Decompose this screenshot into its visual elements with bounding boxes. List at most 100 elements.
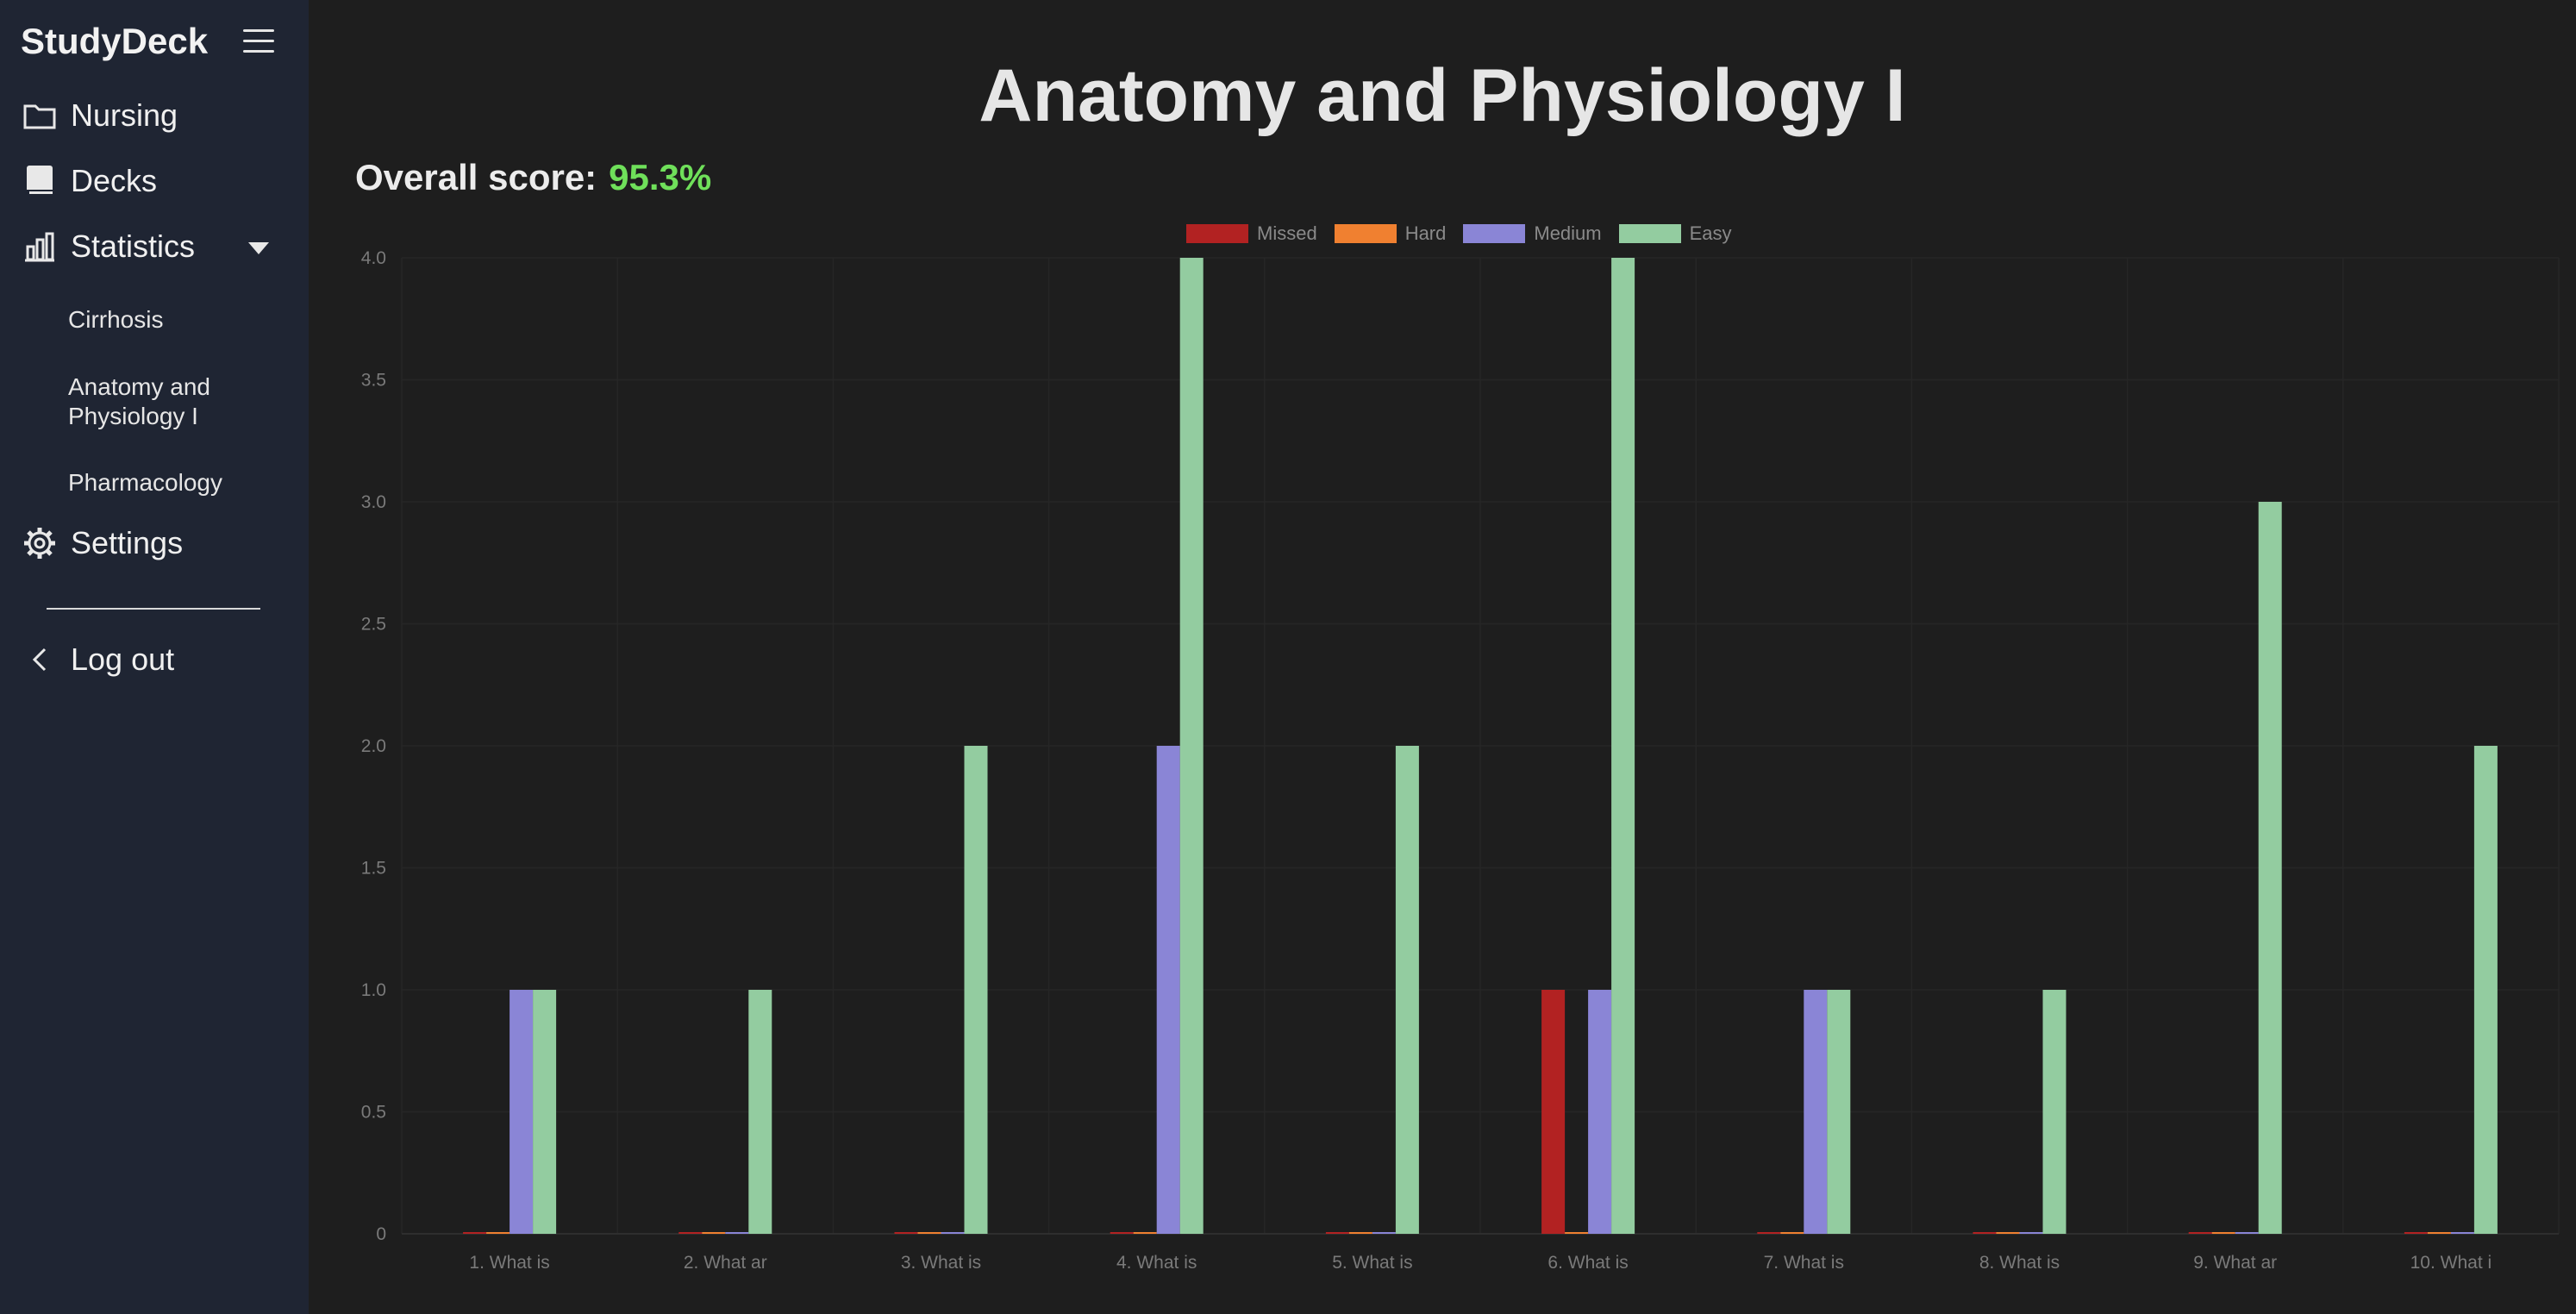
legend-swatch — [1618, 224, 1681, 243]
bar-hard — [2211, 1232, 2235, 1234]
legend-item-hard[interactable]: Hard — [1334, 222, 1447, 245]
x-tick-label: 1. What is — [469, 1253, 549, 1273]
bar-hard — [702, 1232, 726, 1234]
legend-item-easy[interactable]: Easy — [1618, 222, 1732, 245]
bar-medium — [2450, 1232, 2474, 1234]
book-icon — [21, 162, 59, 200]
bar-medium — [1372, 1232, 1396, 1234]
chart-legend: Missed Hard Medium Easy — [1186, 222, 1749, 245]
x-tick-label: 4. What is — [1116, 1253, 1197, 1273]
chevron-left-icon — [21, 641, 59, 679]
bar-hard — [1348, 1232, 1372, 1234]
page-title: Anatomy and Physiology I — [979, 54, 1906, 137]
folder-icon — [21, 97, 59, 135]
sidebar-subitem-anatomy[interactable]: Anatomy and Physiology I — [68, 373, 210, 429]
x-tick-label: 7. What is — [1764, 1253, 1844, 1273]
sidebar-item-label: Decks — [71, 163, 158, 198]
x-tick-label: 5. What is — [1332, 1253, 1412, 1273]
y-tick-label: 1.5 — [361, 859, 386, 879]
legend-swatch — [1186, 224, 1248, 243]
sidebar-subitem-cirrhosis[interactable]: Cirrhosis — [68, 306, 164, 333]
legend-swatch — [1463, 224, 1526, 243]
x-tick-label: 6. What is — [1547, 1253, 1628, 1273]
brand-logo[interactable]: StudyDeck — [21, 21, 209, 61]
legend-label: Easy — [1689, 222, 1732, 244]
sidebar: StudyDeck Nursing Decks Statistics Cirrh… — [0, 0, 309, 1314]
y-tick-label: 3.5 — [361, 371, 386, 391]
sidebar-divider — [47, 608, 260, 610]
bar-medium — [725, 1232, 749, 1234]
bar-hard — [2427, 1232, 2451, 1234]
bar-hard — [917, 1232, 941, 1234]
score-value: 95.3% — [609, 157, 712, 197]
sidebar-item-statistics[interactable]: Statistics — [21, 228, 195, 266]
x-tick-label: 3. What is — [901, 1253, 981, 1273]
y-tick-label: 4.0 — [361, 248, 386, 268]
y-tick-label: 2.5 — [361, 615, 386, 635]
legend-item-missed[interactable]: Missed — [1186, 222, 1317, 245]
bar-missed — [1757, 1232, 1781, 1234]
legend-item-medium[interactable]: Medium — [1463, 222, 1602, 245]
sidebar-item-label: Settings — [71, 525, 184, 560]
y-tick-label: 0 — [376, 1224, 386, 1244]
bar-hard — [1996, 1232, 2020, 1234]
bar-medium — [941, 1232, 965, 1234]
bar-missed — [894, 1232, 918, 1234]
bar-missed — [1973, 1232, 1997, 1234]
bar-easy — [1827, 990, 1851, 1234]
bar-easy — [748, 990, 772, 1234]
score-label: Overall score: — [355, 157, 597, 197]
y-tick-label: 2.0 — [361, 736, 386, 756]
bar-medium — [1588, 990, 1612, 1234]
bar-medium — [1156, 746, 1180, 1234]
sidebar-item-nursing[interactable]: Nursing — [21, 97, 178, 135]
gear-icon — [21, 524, 59, 562]
legend-label: Medium — [1534, 222, 1602, 244]
bar-missed — [2188, 1232, 2212, 1234]
bar-medium — [2019, 1232, 2043, 1234]
bar-easy — [533, 990, 557, 1234]
sidebar-item-settings[interactable]: Settings — [21, 524, 183, 562]
bar-easy — [2042, 990, 2066, 1234]
bar-medium — [510, 990, 534, 1234]
bar-hard — [486, 1232, 510, 1234]
x-tick-label: 10. What i — [2410, 1253, 2492, 1273]
legend-swatch — [1334, 224, 1397, 243]
hamburger-menu-icon[interactable] — [243, 29, 274, 55]
x-tick-label: 8. What is — [1979, 1253, 2060, 1273]
y-tick-label: 0.5 — [361, 1103, 386, 1123]
bar-hard — [1133, 1232, 1157, 1234]
bar-easy — [2258, 502, 2282, 1234]
bar-easy — [2473, 746, 2498, 1234]
legend-label: Missed — [1257, 222, 1317, 244]
bar-missed — [678, 1232, 703, 1234]
sidebar-item-decks[interactable]: Decks — [21, 162, 157, 200]
bar-easy — [964, 746, 988, 1234]
bar-missed — [1541, 990, 1566, 1234]
y-tick-label: 1.0 — [361, 980, 386, 1000]
overall-score: Overall score: 95.3% — [355, 157, 711, 198]
bar-hard — [1780, 1232, 1804, 1234]
bar-chart-icon — [21, 228, 59, 266]
bar-easy — [1179, 258, 1204, 1234]
bar-medium — [2235, 1232, 2259, 1234]
bar-easy — [1611, 258, 1635, 1234]
bar-missed — [2404, 1232, 2428, 1234]
sidebar-item-label: Nursing — [71, 97, 178, 133]
x-tick-label: 2. What ar — [684, 1253, 767, 1273]
bar-hard — [1565, 1232, 1589, 1234]
bar-missed — [1110, 1232, 1134, 1234]
sidebar-subitem-pharmacology[interactable]: Pharmacology — [68, 469, 222, 496]
bar-easy — [1395, 746, 1419, 1234]
bar-missed — [1325, 1232, 1349, 1234]
bar-missed — [463, 1232, 487, 1234]
logout-label: Log out — [71, 641, 175, 677]
logout-button[interactable]: Log out — [21, 641, 174, 679]
legend-label: Hard — [1404, 222, 1447, 244]
chevron-down-icon[interactable] — [248, 242, 269, 254]
bar-medium — [1804, 990, 1828, 1234]
y-tick-label: 3.0 — [361, 492, 386, 512]
sidebar-item-label: Statistics — [71, 228, 196, 264]
x-tick-label: 9. What ar — [2193, 1253, 2277, 1273]
